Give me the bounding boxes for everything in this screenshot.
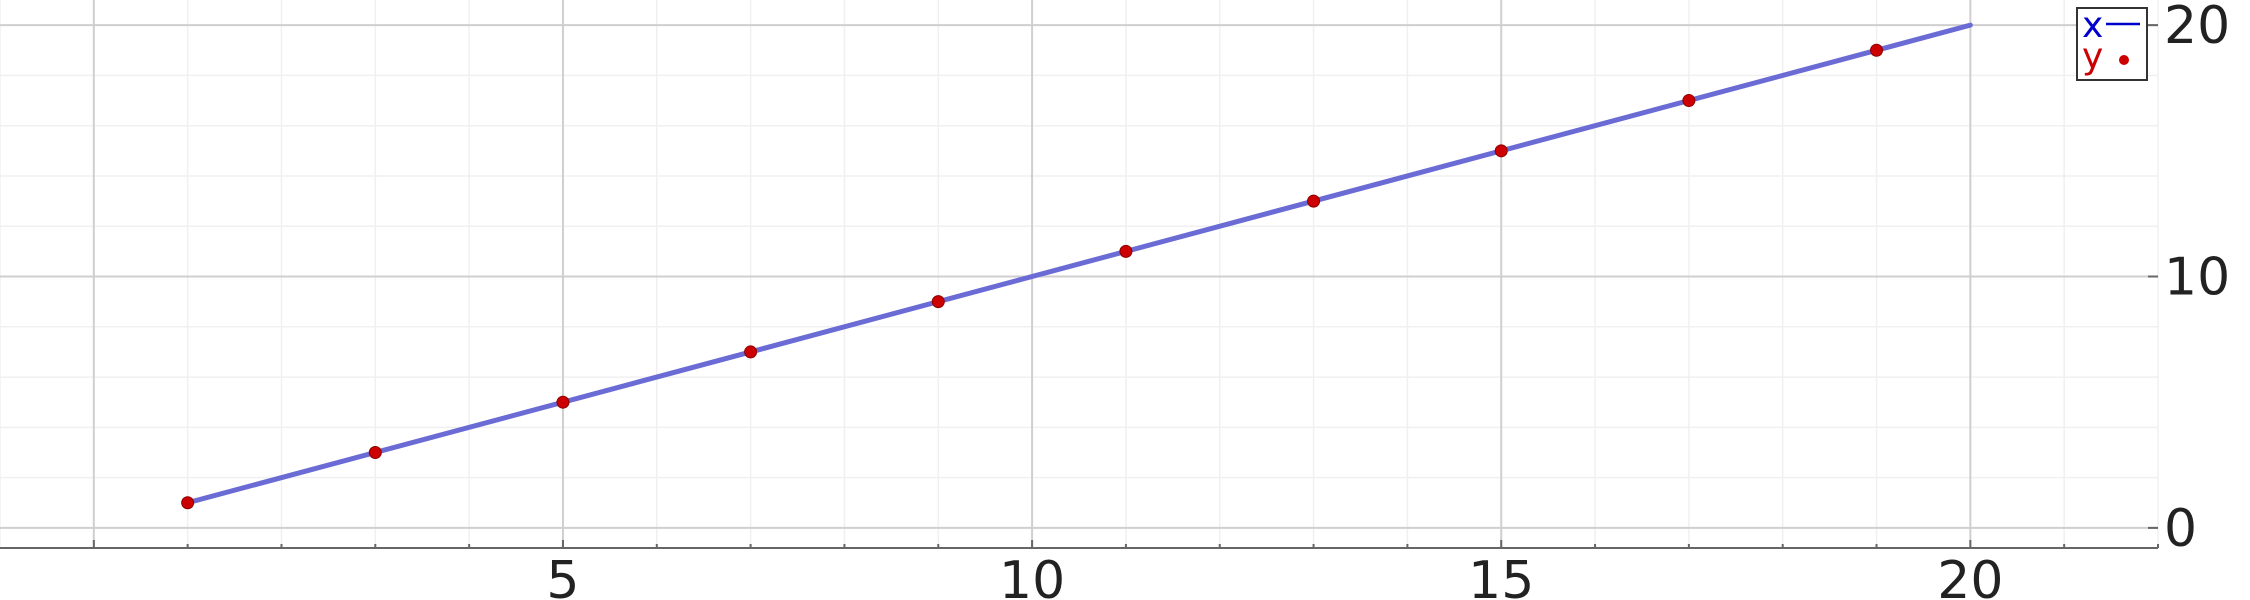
- legend-box: [2076, 7, 2148, 81]
- x-tick-label: 10: [999, 551, 1065, 600]
- legend-entry-y-marker-swatch: [2119, 55, 2129, 65]
- legend: x y: [2076, 5, 2148, 81]
- y-tick-label: 20: [2164, 0, 2230, 56]
- series-point-y: [1307, 194, 1321, 208]
- series-point-y: [1494, 144, 1508, 158]
- series-point-y: [1682, 94, 1696, 108]
- x-tick-label: 5: [546, 551, 579, 600]
- series-point-y: [744, 345, 758, 359]
- series-point-y: [1870, 43, 1884, 57]
- y-tick-label: 0: [2164, 499, 2197, 559]
- x-tick-label: 20: [1937, 551, 2003, 600]
- series-point-y: [931, 295, 945, 309]
- legend-entry-y-label: y: [2082, 36, 2103, 77]
- minor-grid: [0, 0, 2159, 548]
- series-point-y: [1119, 244, 1133, 258]
- x-axis-ticks: 5 10 15 20: [92, 540, 2159, 600]
- series-point-y: [181, 496, 195, 510]
- series-point-y: [556, 395, 570, 409]
- series-line-x: [185, 22, 1973, 506]
- x-tick-label: 15: [1468, 551, 1534, 600]
- series-layer: [181, 22, 1973, 510]
- y-axis-ticks: 0 10 20: [2148, 0, 2230, 559]
- major-grid: [0, 0, 2158, 548]
- legend-entry-x-label: x: [2082, 5, 2103, 46]
- series-point-y: [368, 445, 382, 459]
- y-tick-label: 10: [2164, 248, 2230, 308]
